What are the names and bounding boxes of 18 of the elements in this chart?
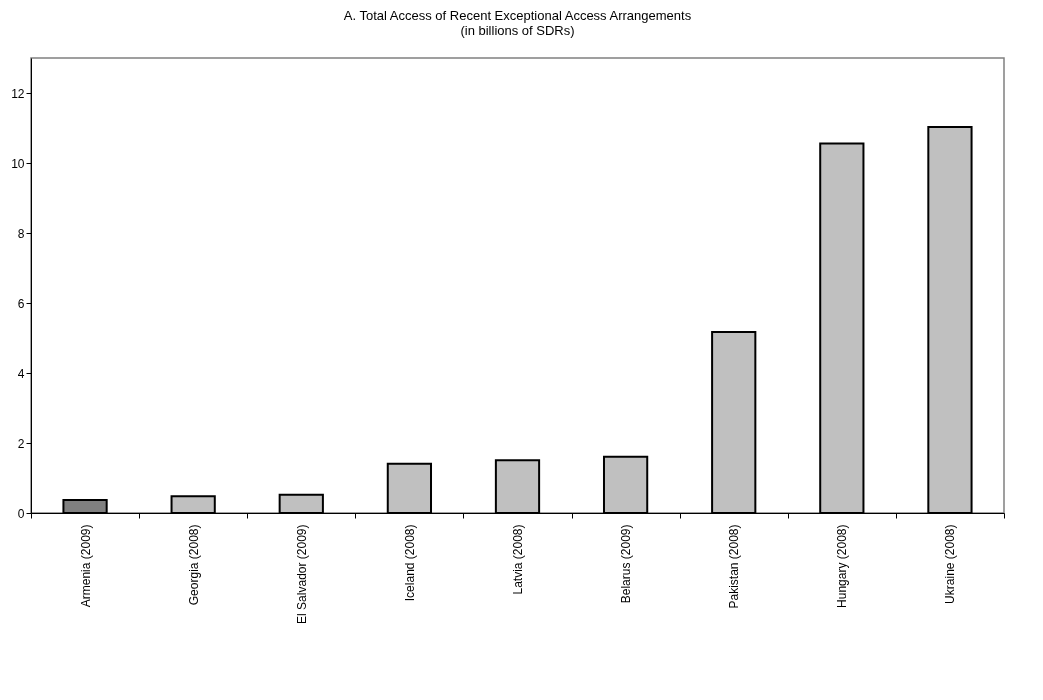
- y-tick-label: 10: [11, 156, 25, 171]
- y-tick-label: 8: [17, 226, 25, 241]
- y-tick-label: 12: [11, 86, 25, 101]
- x-tick-label: Pakistan (2008): [727, 524, 742, 609]
- x-tick-label: Iceland (2008): [402, 524, 417, 602]
- x-tick-label: El Salvador (2009): [294, 524, 309, 624]
- chart-title: A. Total Access of Recent Exceptional Access Arrangements: [343, 8, 692, 23]
- x-tick-label: Hungary (2008): [835, 524, 850, 608]
- chart-subtitle: (in billions of SDRs): [460, 23, 575, 38]
- x-tick-label: Georgia (2008): [186, 524, 201, 606]
- x-tick-label: Ukraine (2008): [943, 524, 958, 604]
- y-tick-label: 6: [17, 296, 25, 311]
- x-tick-label: Armenia (2009): [78, 524, 93, 608]
- y-tick-label: 0: [17, 506, 25, 521]
- y-tick-label: 4: [17, 366, 25, 381]
- x-tick-label: Latvia (2008): [511, 524, 525, 595]
- y-tick-label: 2: [17, 436, 25, 451]
- x-tick-label: Belarus (2009): [619, 524, 634, 604]
